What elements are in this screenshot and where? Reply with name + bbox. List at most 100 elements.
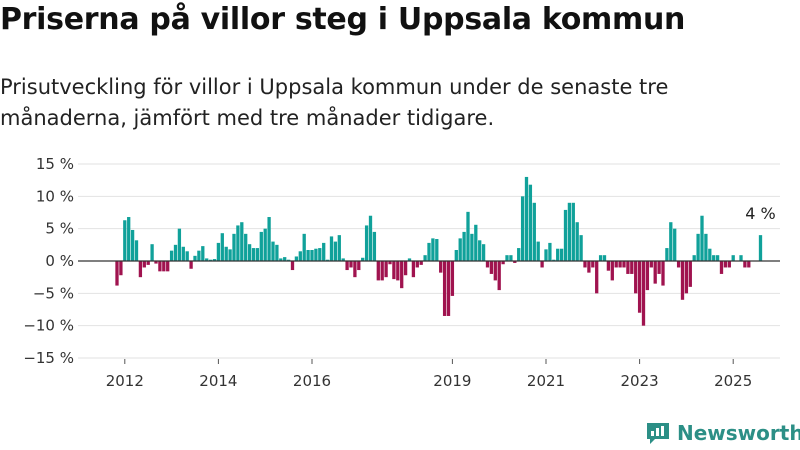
bar: [626, 261, 630, 274]
x-tick-label: 2014: [199, 372, 237, 390]
bar: [314, 248, 318, 261]
bar: [439, 261, 443, 273]
bar: [719, 261, 724, 274]
bar: [583, 261, 587, 268]
bar: [743, 261, 747, 268]
bars: [115, 176, 763, 326]
x-axis: 2012 2014 2016 2019 2021 2023 2025: [106, 359, 752, 390]
bar: [201, 246, 205, 261]
bar: [493, 261, 497, 281]
y-tick-label: −10 %: [23, 317, 74, 335]
bar: [665, 248, 669, 261]
bar: [544, 249, 548, 261]
x-tick-label: 2021: [527, 372, 565, 390]
brand-name: Newsworthy: [677, 421, 800, 445]
bar: [470, 233, 474, 261]
y-tick-label: 15 %: [36, 155, 74, 173]
bar: [458, 238, 462, 261]
bar: [481, 244, 486, 261]
bar: [400, 261, 404, 289]
bar: [372, 231, 377, 261]
bar: [669, 222, 673, 261]
bar: [540, 261, 544, 268]
bar: [688, 261, 692, 287]
bar: [595, 261, 599, 294]
bar: [263, 228, 267, 261]
bar: [485, 261, 490, 268]
bar: [146, 261, 150, 265]
bar: [134, 240, 139, 261]
bar: [415, 261, 419, 268]
bar: [341, 258, 345, 261]
bar: [692, 255, 696, 261]
x-tick-label: 2016: [293, 372, 331, 390]
bar: [189, 261, 193, 269]
bar: [290, 261, 295, 271]
bar: [197, 250, 201, 261]
bar: [450, 261, 455, 296]
bar: [259, 231, 263, 261]
x-tick-label: 2025: [714, 372, 752, 390]
bar: [212, 259, 217, 261]
bar: [169, 250, 174, 261]
bar: [310, 250, 314, 261]
chart-subtitle: Prisutveckling för villor i Uppsala komm…: [0, 75, 669, 130]
bar: [396, 261, 400, 281]
bar: [563, 209, 568, 261]
bar: [520, 196, 525, 261]
bar: [532, 202, 536, 261]
bar: [653, 261, 657, 284]
bar: [731, 255, 735, 261]
bar: [466, 211, 470, 261]
bar: [333, 241, 338, 261]
bar: [598, 255, 603, 261]
bar: [115, 261, 119, 286]
bar: [142, 261, 146, 268]
y-tick-label: −15 %: [23, 349, 74, 367]
bar: [758, 235, 763, 261]
bar: [205, 258, 209, 261]
bar: [505, 255, 509, 261]
bar: [556, 248, 560, 261]
bar: [657, 261, 661, 274]
bar: [279, 258, 283, 261]
bar: [162, 261, 166, 272]
bar: [747, 261, 751, 268]
bar: [138, 261, 143, 278]
bar: [661, 261, 665, 286]
newsworthy-brand: Newsworthy: [645, 420, 800, 446]
x-tick-label: 2019: [433, 372, 471, 390]
bar: [329, 236, 334, 261]
bar: [306, 250, 310, 261]
bar: [442, 261, 447, 316]
bar: [357, 261, 361, 271]
bar: [361, 257, 365, 261]
bar: [166, 261, 170, 272]
bar: [388, 261, 392, 265]
bar: [431, 238, 435, 261]
bar: [193, 255, 197, 261]
bar: [123, 220, 127, 261]
bar: [634, 261, 638, 294]
chart-title: Priserna på villor steg i Uppsala kommun: [0, 2, 686, 37]
bar: [708, 248, 712, 261]
bar: [501, 261, 505, 265]
bar: [630, 261, 634, 274]
bar: [228, 249, 232, 261]
annotations: 4 %: [745, 204, 775, 223]
bar: [591, 261, 595, 268]
bar: [322, 242, 326, 261]
bar: [618, 261, 622, 268]
bar: [267, 217, 271, 261]
bar: [575, 222, 579, 261]
bar: [715, 255, 720, 261]
bar: [392, 261, 396, 280]
newsworthy-logo-icon: [647, 423, 669, 444]
bar: [244, 233, 248, 261]
bar: [602, 255, 607, 261]
bar: [454, 250, 458, 261]
bar: [384, 261, 388, 278]
gridlines: [78, 163, 780, 359]
bar: [509, 255, 513, 261]
bar: [536, 241, 540, 261]
